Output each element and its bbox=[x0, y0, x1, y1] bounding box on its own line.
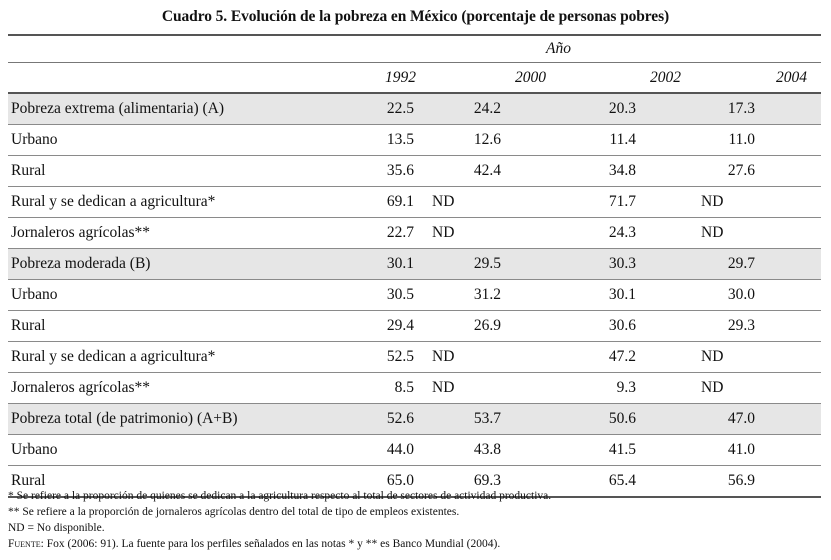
table-row: Jornaleros agrícolas** 22.7 ND 24.3 ND bbox=[8, 217, 822, 249]
year-group-label: Año bbox=[296, 34, 822, 63]
value-cell: ND bbox=[691, 186, 822, 218]
table-title: Cuadro 5. Evolución de la pobreza en Méx… bbox=[161, 8, 670, 25]
value-cell: 43.8 bbox=[426, 434, 556, 466]
year-header-blank-cell bbox=[8, 62, 296, 94]
year-header-2004: 2004 bbox=[691, 62, 822, 94]
value-cell: 13.5 bbox=[296, 124, 426, 156]
table-row: Rural 29.4 26.9 30.6 29.3 bbox=[8, 310, 822, 342]
year-header-2000: 2000 bbox=[426, 62, 556, 94]
value-cell: 11.0 bbox=[691, 124, 822, 156]
value-cell: ND bbox=[691, 217, 822, 249]
value-cell: 44.0 bbox=[296, 434, 426, 466]
table-row: Rural 35.6 42.4 34.8 27.6 bbox=[8, 155, 822, 187]
value-cell: 30.3 bbox=[556, 248, 691, 280]
table-row: Rural y se dedican a agricultura* 69.1 ND 7… bbox=[8, 186, 822, 218]
row-label: Rural bbox=[8, 310, 296, 342]
value-cell: 50.6 bbox=[556, 403, 691, 435]
value-cell: 30.1 bbox=[296, 248, 426, 280]
row-label: Rural y se dedican a agricultura* bbox=[8, 186, 296, 218]
row-label: Rural bbox=[8, 155, 296, 187]
value-cell: ND bbox=[426, 372, 556, 404]
value-cell: 29.4 bbox=[296, 310, 426, 342]
table-notes: * Se refiere a la proporción de quienes … bbox=[8, 488, 823, 552]
note-agriculture: * Se refiere a la proporción de quienes … bbox=[8, 490, 552, 502]
poverty-table-body: Año 1992 2000 2002 2004 Pobreza extrema … bbox=[8, 34, 822, 498]
note-nd: ND = No disponible. bbox=[8, 522, 105, 534]
value-cell: 42.4 bbox=[426, 155, 556, 187]
year-header-row: 1992 2000 2002 2004 bbox=[8, 62, 822, 94]
value-cell: 53.7 bbox=[426, 403, 556, 435]
table-row: Rural y se dedican a agricultura* 52.5 ND 4… bbox=[8, 341, 822, 373]
note-source: Fuente: Fox (2006: 91). La fuente para l… bbox=[8, 536, 823, 552]
value-cell: 69.1 bbox=[296, 186, 426, 218]
value-cell: 22.5 bbox=[296, 93, 426, 125]
value-cell: 24.3 bbox=[556, 217, 691, 249]
value-cell: 8.5 bbox=[296, 372, 426, 404]
year-group-header-row: Año bbox=[8, 34, 822, 63]
value-cell: 9.3 bbox=[556, 372, 691, 404]
value-cell: 52.6 bbox=[296, 403, 426, 435]
value-cell: 30.1 bbox=[556, 279, 691, 311]
value-cell: 56.9 bbox=[691, 465, 822, 498]
row-label: Urbano bbox=[8, 434, 296, 466]
row-label: Pobreza total (de patrimonio) (A+B) bbox=[8, 403, 296, 435]
value-cell: 30.0 bbox=[691, 279, 822, 311]
row-label: Rural bbox=[8, 465, 296, 498]
value-cell: 47.2 bbox=[556, 341, 691, 373]
value-cell: 47.0 bbox=[691, 403, 822, 435]
table-row: Pobreza total (de patrimonio) (A+B) 52.6 5… bbox=[8, 403, 822, 435]
value-cell: ND bbox=[426, 341, 556, 373]
value-cell: 71.7 bbox=[556, 186, 691, 218]
value-cell: 11.4 bbox=[556, 124, 691, 156]
value-cell: 41.5 bbox=[556, 434, 691, 466]
value-cell: 29.7 bbox=[691, 248, 822, 280]
row-label: Jornaleros agrícolas** bbox=[8, 217, 296, 249]
row-label: Pobreza extrema (alimentaria) (A) bbox=[8, 93, 296, 125]
table-row: Rural 65.0 69.3 65.4 56.9 bbox=[8, 465, 822, 498]
value-cell: 69.3 bbox=[426, 465, 556, 498]
table-row: Jornaleros agrícolas** 8.5 ND 9.3 ND bbox=[8, 372, 822, 404]
value-cell: 12.6 bbox=[426, 124, 556, 156]
row-label: Urbano bbox=[8, 124, 296, 156]
value-cell: 24.2 bbox=[426, 93, 556, 125]
year-header-1992: 1992 bbox=[296, 62, 426, 94]
value-cell: 31.2 bbox=[426, 279, 556, 311]
row-label: Jornaleros agrícolas** bbox=[8, 372, 296, 404]
value-cell: 17.3 bbox=[691, 93, 822, 125]
table-row: Urbano 13.5 12.6 11.4 11.0 bbox=[8, 124, 822, 156]
value-cell: 30.5 bbox=[296, 279, 426, 311]
year-header-2002: 2002 bbox=[556, 62, 691, 94]
value-cell: 27.6 bbox=[691, 155, 822, 187]
value-cell: 35.6 bbox=[296, 155, 426, 187]
value-cell: 41.0 bbox=[691, 434, 822, 466]
table-row: Pobreza moderada (B) 30.1 29.5 30.3 29.7 bbox=[8, 248, 822, 280]
note-jornaleros: ** Se refiere a la proporción de jornale… bbox=[8, 506, 460, 518]
value-cell: 65.4 bbox=[556, 465, 691, 498]
value-cell: 30.6 bbox=[556, 310, 691, 342]
table-row: Urbano 30.5 31.2 30.1 30.0 bbox=[8, 279, 822, 311]
row-label: Pobreza moderada (B) bbox=[8, 248, 296, 280]
value-cell: 34.8 bbox=[556, 155, 691, 187]
value-cell: 26.9 bbox=[426, 310, 556, 342]
value-cell: 20.3 bbox=[556, 93, 691, 125]
table-row: Pobreza extrema (alimentaria) (A) 22.5 24.… bbox=[8, 93, 822, 125]
value-cell: 29.3 bbox=[691, 310, 822, 342]
table-row: Urbano 44.0 43.8 41.5 41.0 bbox=[8, 434, 822, 466]
value-cell: ND bbox=[426, 217, 556, 249]
value-cell: 22.7 bbox=[296, 217, 426, 249]
source-label: Fuente bbox=[8, 538, 41, 550]
value-cell: 65.0 bbox=[296, 465, 426, 498]
value-cell: ND bbox=[691, 372, 822, 404]
source-text: : Fox (2006: 91). La fuente para los per… bbox=[40, 538, 501, 550]
value-cell: ND bbox=[691, 341, 822, 373]
row-label: Rural y se dedican a agricultura* bbox=[8, 341, 296, 373]
poverty-table: Año 1992 2000 2002 2004 Pobreza extrema … bbox=[8, 34, 822, 498]
row-label: Urbano bbox=[8, 279, 296, 311]
header-blank-cell bbox=[8, 34, 296, 63]
value-cell: 29.5 bbox=[426, 248, 556, 280]
value-cell: ND bbox=[426, 186, 556, 218]
value-cell: 52.5 bbox=[296, 341, 426, 373]
